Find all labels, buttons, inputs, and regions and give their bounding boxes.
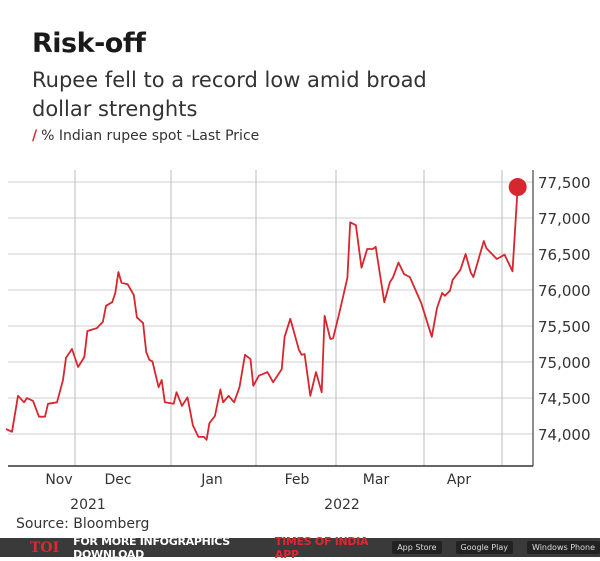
line-chart: 74,000 74,500 75,000 75,500 76,000 76,500 77,0… [0, 0, 600, 537]
y-tick-label: 75,000 [538, 354, 591, 372]
y-tick-label: 74,500 [538, 390, 591, 408]
y-tick-label: 77,500 [538, 174, 591, 192]
x-tick-label: Jan [200, 472, 223, 488]
google-play-badge[interactable]: Google Play [456, 541, 513, 554]
x-year-label: 2021 [70, 497, 106, 513]
x-year-label: 2022 [324, 497, 360, 513]
y-tick-label: 76,000 [538, 282, 591, 300]
x-tick-label: Nov [45, 472, 72, 488]
windows-phone-badge[interactable]: Windows Phone [527, 541, 600, 554]
x-tick-label: Apr [447, 472, 471, 488]
y-tick-label: 75,500 [538, 318, 591, 336]
x-tick-label: Mar [363, 472, 390, 488]
y-tick-label: 77,000 [538, 210, 591, 228]
x-tick-label: Feb [285, 472, 310, 488]
source-note: Source: Bloomberg [16, 516, 149, 532]
y-tick-label: 76,500 [538, 246, 591, 264]
series-line [6, 187, 518, 440]
footer-banner: TOI FOR MORE INFOGRAPHICS DOWNLOAD TIMES… [0, 538, 600, 557]
app-store-badge[interactable]: App Store [392, 541, 441, 554]
toi-logo: TOI [30, 540, 59, 556]
x-tick-label: Dec [104, 472, 131, 488]
last-point-marker [509, 178, 527, 196]
y-tick-label: 74,000 [538, 426, 591, 444]
